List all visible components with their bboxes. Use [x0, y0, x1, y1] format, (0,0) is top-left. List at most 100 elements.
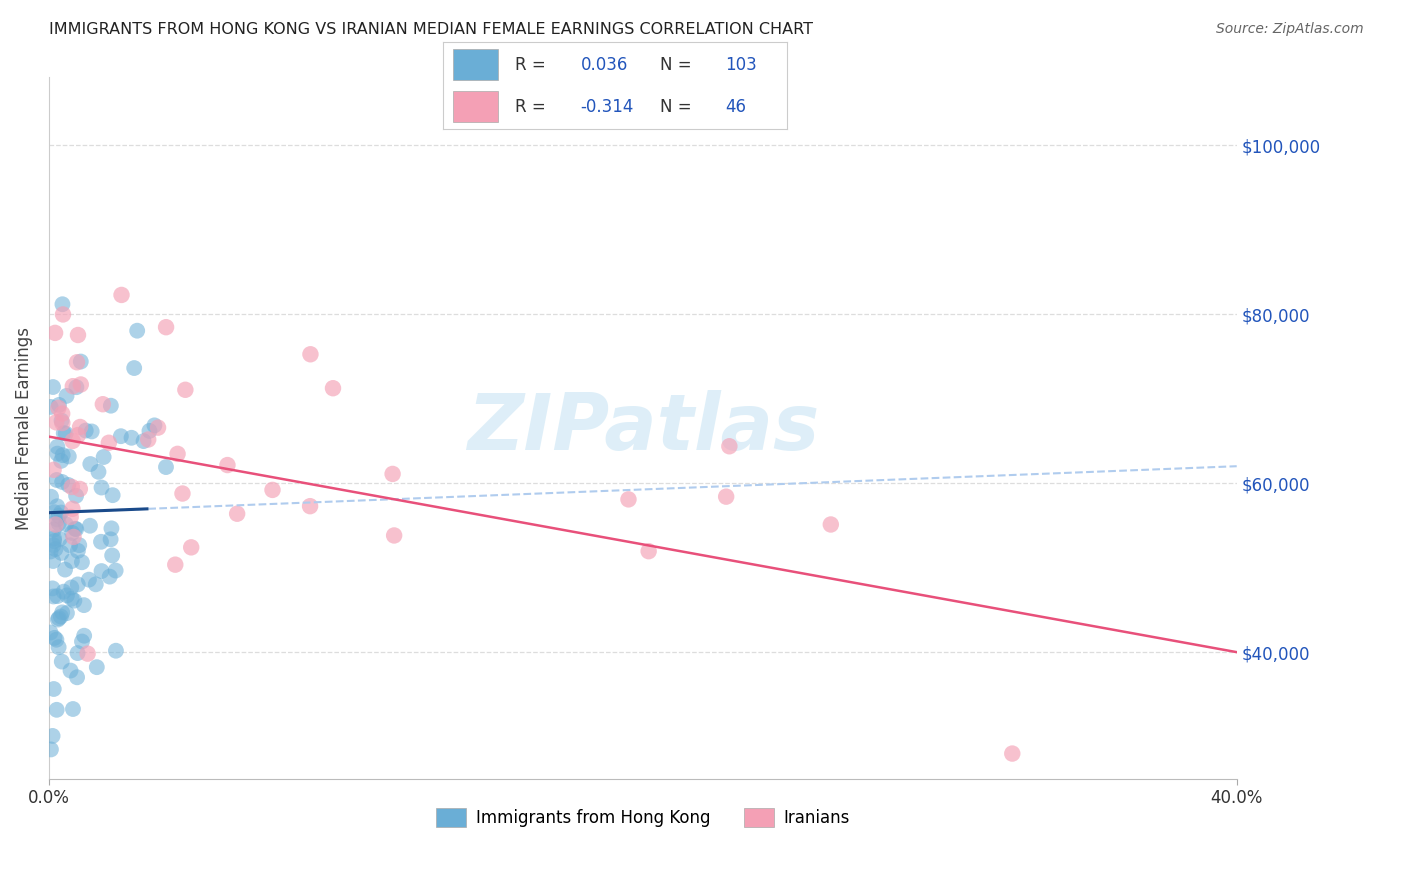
- FancyBboxPatch shape: [453, 91, 498, 122]
- Point: [262, 483, 284, 497]
- Point: [44, 505, 66, 519]
- Point: [90, 481, 112, 495]
- Point: [146, 420, 169, 434]
- Point: [110, 429, 132, 443]
- Point: [217, 458, 239, 472]
- Text: R =: R =: [515, 97, 551, 116]
- Point: [69, 354, 91, 368]
- Point: [48, 398, 70, 412]
- Point: [42, 531, 65, 545]
- Point: [60, 480, 83, 494]
- Point: [39, 742, 62, 756]
- Point: [820, 517, 842, 532]
- Point: [66, 355, 89, 369]
- Text: 0.036: 0.036: [581, 55, 628, 74]
- Text: Source: ZipAtlas.com: Source: ZipAtlas.com: [1216, 22, 1364, 37]
- Point: [42, 380, 65, 394]
- Point: [101, 549, 124, 563]
- Point: [104, 564, 127, 578]
- Point: [60, 554, 83, 568]
- Point: [46, 447, 69, 461]
- Point: [65, 380, 87, 394]
- Point: [136, 433, 159, 447]
- Point: [52, 308, 75, 322]
- Point: [382, 528, 405, 542]
- Point: [51, 475, 73, 489]
- Point: [104, 644, 127, 658]
- Text: R =: R =: [515, 55, 551, 74]
- Point: [42, 681, 65, 696]
- Point: [100, 533, 122, 547]
- Point: [44, 631, 66, 645]
- Point: [70, 555, 93, 569]
- Point: [48, 532, 70, 546]
- Point: [299, 347, 322, 361]
- Point: [58, 478, 80, 492]
- Point: [46, 613, 69, 627]
- Point: [58, 450, 80, 464]
- Point: [48, 611, 70, 625]
- Text: 46: 46: [725, 97, 747, 116]
- Point: [132, 434, 155, 449]
- Point: [143, 418, 166, 433]
- Point: [84, 577, 107, 591]
- Point: [51, 416, 73, 430]
- Point: [52, 448, 75, 462]
- Point: [138, 424, 160, 438]
- Point: [49, 609, 72, 624]
- Point: [41, 729, 63, 743]
- Point: [69, 420, 91, 434]
- Point: [44, 542, 66, 557]
- Point: [66, 428, 89, 442]
- Point: [56, 606, 79, 620]
- Point: [52, 584, 75, 599]
- Point: [49, 454, 72, 468]
- Point: [39, 544, 62, 558]
- Point: [69, 482, 91, 496]
- Point: [39, 625, 62, 640]
- Legend: Immigrants from Hong Kong, Iranians: Immigrants from Hong Kong, Iranians: [429, 802, 856, 834]
- Point: [79, 518, 101, 533]
- Point: [59, 510, 82, 524]
- Point: [60, 501, 83, 516]
- Point: [166, 447, 188, 461]
- Point: [46, 589, 69, 603]
- Point: [381, 467, 404, 481]
- Point: [66, 670, 89, 684]
- Text: IMMIGRANTS FROM HONG KONG VS IRANIAN MEDIAN FEMALE EARNINGS CORRELATION CHART: IMMIGRANTS FROM HONG KONG VS IRANIAN MED…: [49, 22, 813, 37]
- Point: [122, 361, 145, 376]
- Point: [155, 460, 177, 475]
- Text: N =: N =: [659, 55, 697, 74]
- Point: [59, 664, 82, 678]
- Point: [60, 591, 83, 606]
- Point: [60, 525, 83, 540]
- Point: [66, 328, 89, 343]
- Text: N =: N =: [659, 97, 697, 116]
- Point: [46, 440, 69, 454]
- Y-axis label: Median Female Earnings: Median Female Earnings: [15, 326, 32, 530]
- Text: 103: 103: [725, 55, 756, 74]
- Point: [52, 426, 75, 441]
- Point: [59, 538, 82, 552]
- Point: [121, 431, 143, 445]
- Point: [42, 590, 65, 604]
- FancyBboxPatch shape: [453, 49, 498, 80]
- Point: [63, 522, 86, 536]
- Point: [73, 629, 96, 643]
- Point: [66, 646, 89, 660]
- Point: [48, 640, 70, 655]
- Point: [39, 490, 62, 504]
- Point: [79, 457, 101, 471]
- Point: [46, 500, 69, 514]
- Point: [87, 465, 110, 479]
- Point: [110, 288, 132, 302]
- Point: [62, 530, 84, 544]
- Point: [48, 508, 70, 523]
- Point: [180, 541, 202, 555]
- Point: [48, 516, 70, 531]
- Point: [98, 569, 121, 583]
- Point: [155, 320, 177, 334]
- Point: [51, 414, 73, 428]
- Point: [55, 517, 77, 532]
- Point: [45, 473, 67, 487]
